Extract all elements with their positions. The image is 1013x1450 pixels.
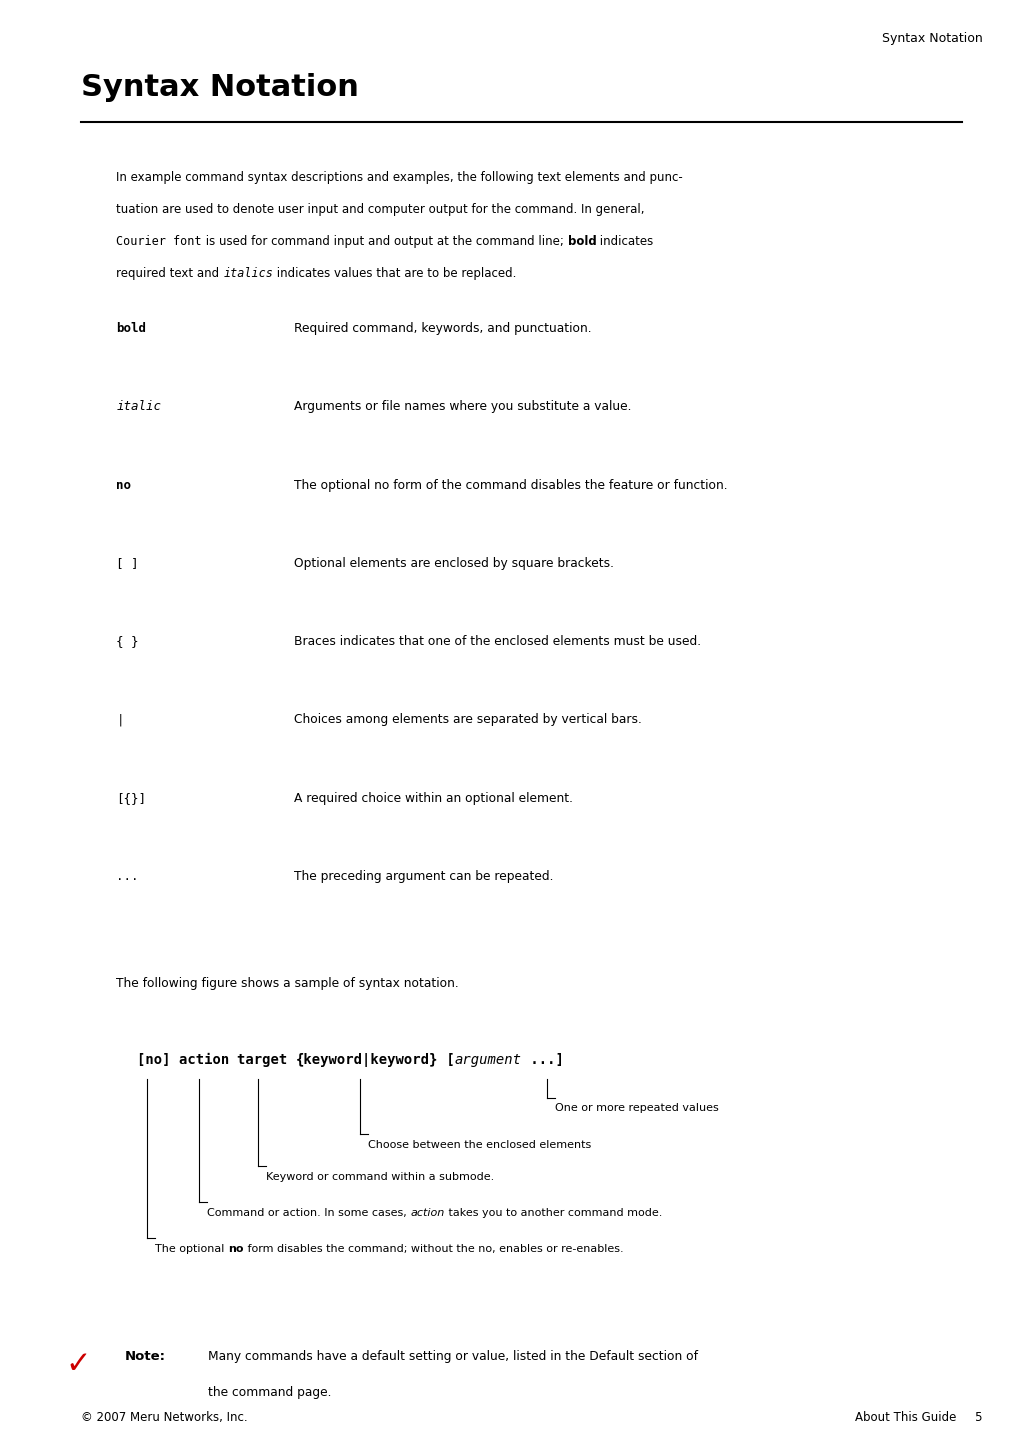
Text: bold: bold (116, 322, 147, 335)
Text: bold: bold (567, 235, 597, 248)
Text: Choose between the enclosed elements: Choose between the enclosed elements (368, 1140, 592, 1150)
Text: italics: italics (224, 267, 274, 280)
Text: argument: argument (455, 1053, 522, 1067)
Text: Syntax Notation: Syntax Notation (81, 72, 359, 102)
Text: [ ]: [ ] (116, 557, 139, 570)
Text: tuation are used to denote user input and computer output for the command. In ge: tuation are used to denote user input an… (116, 203, 645, 216)
Text: Many commands have a default setting or value, listed in the Default section of: Many commands have a default setting or … (208, 1350, 698, 1363)
Text: action: action (410, 1208, 445, 1218)
Text: ...: ... (116, 870, 139, 883)
Text: [: [ (439, 1053, 455, 1067)
Text: Optional elements are enclosed by square brackets.: Optional elements are enclosed by square… (294, 557, 614, 570)
Text: One or more repeated values: One or more repeated values (555, 1103, 719, 1114)
Text: { }: { } (116, 635, 139, 648)
Text: Note:: Note: (125, 1350, 165, 1363)
Text: takes you to another command mode.: takes you to another command mode. (445, 1208, 663, 1218)
Text: target: target (237, 1053, 296, 1067)
Text: {keyword|keyword}: {keyword|keyword} (296, 1053, 439, 1067)
Text: Choices among elements are separated by vertical bars.: Choices among elements are separated by … (294, 713, 641, 726)
Text: [{}]: [{}] (116, 792, 147, 805)
Text: In example command syntax descriptions and examples, the following text elements: In example command syntax descriptions a… (116, 171, 683, 184)
Text: The preceding argument can be repeated.: The preceding argument can be repeated. (294, 870, 553, 883)
Text: ...]: ...] (522, 1053, 564, 1067)
Text: italic: italic (116, 400, 161, 413)
Text: © 2007 Meru Networks, Inc.: © 2007 Meru Networks, Inc. (81, 1411, 247, 1424)
Text: Arguments or file names where you substitute a value.: Arguments or file names where you substi… (294, 400, 631, 413)
Text: no: no (116, 478, 132, 492)
Text: Braces indicates that one of the enclosed elements must be used.: Braces indicates that one of the enclose… (294, 635, 701, 648)
Text: A required choice within an optional element.: A required choice within an optional ele… (294, 792, 572, 805)
Text: action: action (178, 1053, 237, 1067)
Text: Required command, keywords, and punctuation.: Required command, keywords, and punctuat… (294, 322, 592, 335)
Text: Courier font: Courier font (116, 235, 202, 248)
Text: |: | (116, 713, 124, 726)
Text: Keyword or command within a submode.: Keyword or command within a submode. (265, 1172, 494, 1182)
Text: indicates values that are to be replaced.: indicates values that are to be replaced… (274, 267, 517, 280)
Text: The optional: The optional (155, 1244, 228, 1254)
Text: required text and: required text and (116, 267, 224, 280)
Text: form disables the command; without the no, enables or re-enables.: form disables the command; without the n… (244, 1244, 623, 1254)
Text: ✓: ✓ (65, 1350, 91, 1379)
Text: Syntax Notation: Syntax Notation (882, 32, 983, 45)
Text: The following figure shows a sample of syntax notation.: The following figure shows a sample of s… (116, 977, 459, 990)
Text: no: no (228, 1244, 244, 1254)
Text: indicates: indicates (597, 235, 653, 248)
Text: The optional no form of the command disables the feature or function.: The optional no form of the command disa… (294, 478, 727, 492)
Text: is used for command input and output at the command line;: is used for command input and output at … (202, 235, 567, 248)
Text: Command or action. In some cases,: Command or action. In some cases, (208, 1208, 410, 1218)
Text: About This Guide     5: About This Guide 5 (855, 1411, 983, 1424)
Text: the command page.: the command page. (208, 1386, 331, 1399)
Text: [no]: [no] (137, 1053, 178, 1067)
